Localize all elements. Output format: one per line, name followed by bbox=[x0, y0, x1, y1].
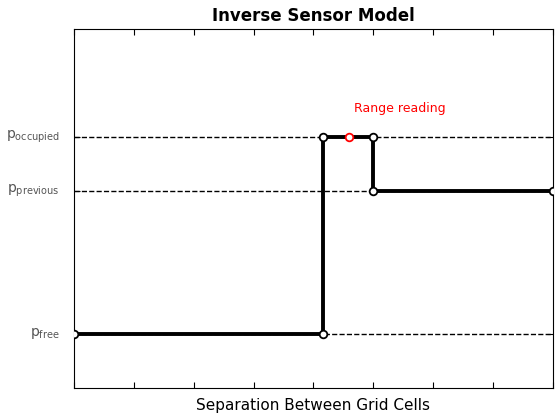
X-axis label: Separation Between Grid Cells: Separation Between Grid Cells bbox=[197, 398, 431, 413]
Text: $\mathrm{p_{free}}$: $\mathrm{p_{free}}$ bbox=[30, 326, 59, 341]
Text: Range reading: Range reading bbox=[354, 102, 446, 115]
Text: $\mathrm{p_{occupied}}$: $\mathrm{p_{occupied}}$ bbox=[6, 129, 59, 145]
Title: Inverse Sensor Model: Inverse Sensor Model bbox=[212, 7, 415, 25]
Text: $\mathrm{p_{previous}}$: $\mathrm{p_{previous}}$ bbox=[7, 182, 59, 199]
